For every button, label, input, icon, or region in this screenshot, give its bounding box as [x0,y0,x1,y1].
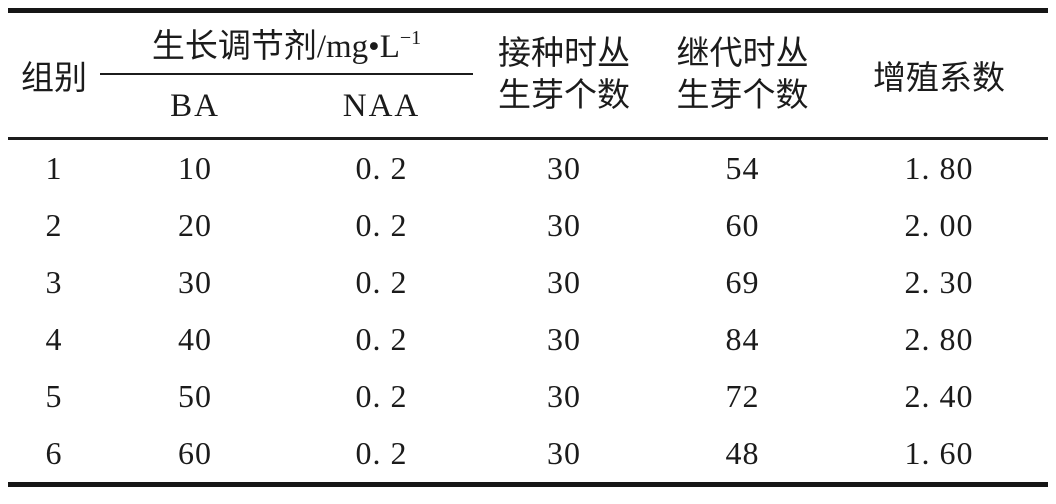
table-cell: 5 [45,378,63,414]
header-subculture-line1: 继代时丛 [676,36,809,72]
table-cell: 2 [45,207,63,243]
header-regulator: 生长调节剂/mg•L−1 [100,10,473,75]
table-cell: 0. 2 [355,150,408,186]
table-cell: 54 [725,150,760,186]
table-cell: 1. 80 [904,150,974,186]
scanned-table-page: 组别 生长调节剂/mg•L−1 接种时丛 生芽个数 继代时丛 生芽个数 增殖系数… [0,8,1056,504]
table-cell: 2. 30 [904,264,974,300]
table-cell: 2. 40 [904,378,974,414]
table-cell: 40 [178,321,212,357]
table-cell: 84 [725,321,760,357]
table-cell: 30 [547,378,581,414]
header-subculture-line2: 生芽个数 [676,78,809,114]
table-row: 1 10 0. 2 30 54 1. 80 [8,139,1048,198]
table-cell: 0. 2 [355,378,408,414]
table-cell: 2. 00 [904,207,974,243]
header-regulator-superscript: −1 [399,27,422,49]
header-row-1: 组别 生长调节剂/mg•L−1 接种时丛 生芽个数 继代时丛 生芽个数 增殖系数 [8,10,1048,140]
table-cell: 60 [725,207,760,243]
table-cell: 30 [547,264,581,300]
table-cell: 30 [547,207,581,243]
table-cell: 30 [547,435,581,471]
header-ba: BA [100,74,290,140]
table-cell: 10 [178,150,212,186]
table-row: 4 40 0. 2 30 84 2. 80 [8,311,1048,368]
table-row: 5 50 0. 2 30 72 2. 40 [8,368,1048,425]
table-cell: 20 [178,207,212,243]
growth-regulator-table: 组别 生长调节剂/mg•L−1 接种时丛 生芽个数 继代时丛 生芽个数 增殖系数… [8,8,1048,487]
header-regulator-label: 生长调节剂/mg•L [151,29,400,65]
table-cell: 4 [45,321,63,357]
table-header: 组别 生长调节剂/mg•L−1 接种时丛 生芽个数 继代时丛 生芽个数 增殖系数… [8,10,1048,140]
table-cell: 0. 2 [355,435,408,471]
header-subculture-buds: 继代时丛 生芽个数 [655,10,830,140]
table-row: 6 60 0. 2 30 48 1. 60 [8,425,1048,485]
table-cell: 2. 80 [904,321,974,357]
header-naa: NAA [290,74,473,140]
table-cell: 30 [547,321,581,357]
table-cell: 30 [547,150,581,186]
header-proliferation-coefficient: 增殖系数 [830,10,1048,140]
table-cell: 3 [45,264,63,300]
table-cell: 30 [178,264,212,300]
header-inoculation-buds: 接种时丛 生芽个数 [473,10,655,140]
table-cell: 60 [178,435,212,471]
table-cell: 0. 2 [355,207,408,243]
table-cell: 72 [725,378,760,414]
header-row-2: BA NAA [8,74,1048,140]
table-cell: 48 [725,435,760,471]
table-row: 2 20 0. 2 30 60 2. 00 [8,197,1048,254]
table-cell: 1 [45,150,63,186]
header-group: 组别 [8,10,100,140]
table-row: 3 30 0. 2 30 69 2. 30 [8,254,1048,311]
table-cell: 50 [178,378,212,414]
table-cell: 0. 2 [355,264,408,300]
header-inoculation-line1: 接种时丛 [498,36,630,72]
table-cell: 69 [725,264,760,300]
header-inoculation-line2: 生芽个数 [498,78,630,114]
table-cell: 0. 2 [355,321,408,357]
table-cell: 6 [45,435,63,471]
table-cell: 1. 60 [904,435,974,471]
